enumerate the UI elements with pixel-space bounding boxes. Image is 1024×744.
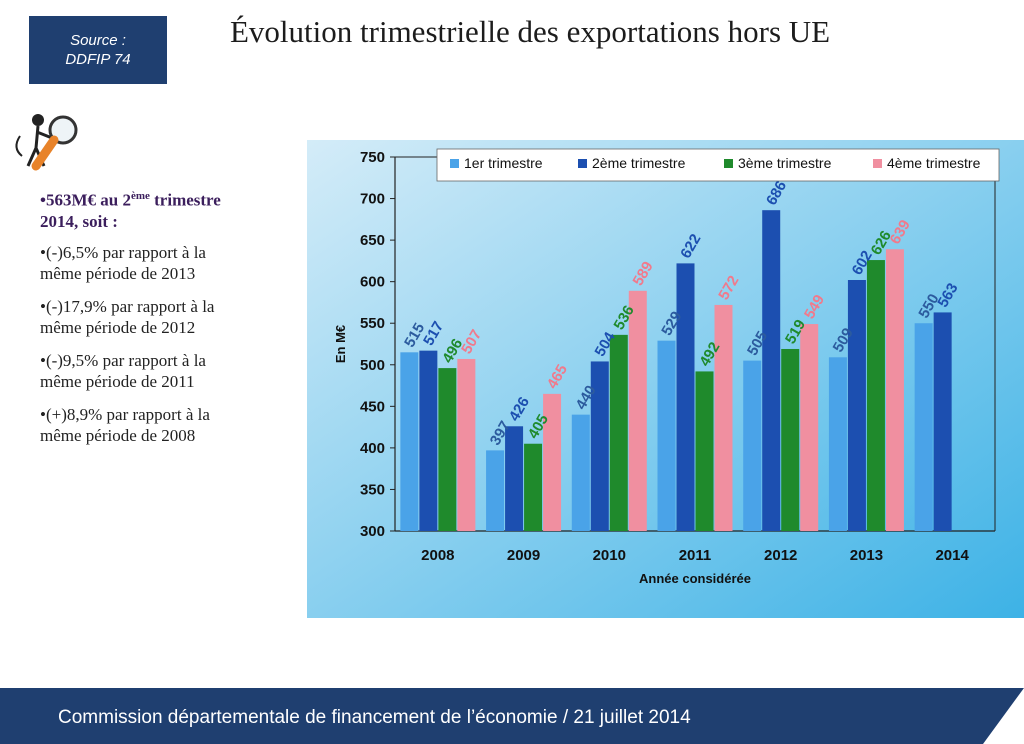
summary-item-2013: •(-)6,5% par rapport à la même période d… — [40, 242, 206, 283]
x-tick-label: 2009 — [507, 547, 540, 564]
legend-label: 1er trimestre — [464, 155, 543, 171]
bar — [781, 348, 800, 531]
bar — [628, 290, 647, 531]
source-value: DDFIP 74 — [65, 51, 131, 68]
bar — [800, 324, 819, 531]
x-tick-label: 2010 — [593, 547, 626, 564]
bar — [609, 334, 628, 531]
x-tick-label: 2008 — [421, 547, 454, 564]
bar — [866, 260, 885, 531]
footer-text: Commission départementale de financement… — [58, 707, 691, 728]
legend-box — [436, 148, 1000, 182]
bar — [590, 361, 609, 531]
x-tick-label: 2012 — [764, 547, 797, 564]
x-tick-label: 2011 — [679, 547, 712, 564]
legend-swatch — [724, 159, 733, 168]
y-tick-label: 500 — [360, 357, 385, 374]
bar — [505, 426, 524, 531]
legend-swatch — [578, 159, 587, 168]
bar — [657, 340, 676, 531]
legend-label: 2ème trimestre — [592, 155, 686, 171]
footer-bar: Commission départementale de financement… — [0, 688, 983, 744]
y-axis-title: En M€ — [333, 325, 348, 363]
page-title: Évolution trimestrielle des exportations… — [230, 14, 831, 49]
bar — [828, 357, 847, 531]
legend-label: 4ème trimestre — [887, 155, 981, 171]
summary-item-2008: •(+)8,9% par rapport à la même période d… — [40, 404, 210, 445]
bar — [571, 414, 590, 531]
y-tick-label: 350 — [360, 481, 385, 498]
source-label: Source : — [70, 32, 126, 49]
bar — [933, 312, 952, 531]
bar — [714, 304, 733, 531]
bar — [695, 371, 714, 531]
y-tick-label: 600 — [360, 274, 385, 291]
legend-label: 3ème trimestre — [738, 155, 832, 171]
y-tick-label: 400 — [360, 440, 385, 457]
chart-svg: 300 350 400 450 500 550 600 650 700 750 En M€ 2008 2… — [307, 140, 1024, 618]
y-tick-label: 550 — [360, 315, 385, 332]
bar — [419, 350, 438, 531]
x-axis-title: Année considérée — [639, 571, 751, 586]
y-tick-label: 700 — [360, 191, 385, 208]
bar — [543, 393, 562, 531]
bar — [847, 280, 866, 531]
legend-swatch — [450, 159, 459, 168]
bar — [914, 323, 933, 531]
summary-item-2012: •(-)17,9% par rapport à la même période … — [40, 296, 215, 337]
bar — [524, 443, 543, 531]
summary-item-2011: •(-)9,5% par rapport à la même période d… — [40, 350, 206, 391]
bar — [885, 249, 904, 531]
y-tick-label: 750 — [360, 149, 385, 166]
y-tick-label: 300 — [360, 523, 385, 540]
x-tick-label: 2014 — [935, 547, 969, 564]
magnifier-figure-icon — [15, 114, 78, 171]
bar — [486, 450, 505, 531]
bar — [438, 368, 457, 531]
y-tick-label: 450 — [360, 398, 385, 415]
summary-panel: •563M€ au 2ème trimestre 2014, soit : •(… — [40, 186, 225, 458]
source-box: Source : DDFIP 74 — [29, 16, 167, 84]
bar — [400, 352, 419, 531]
bar — [676, 263, 695, 531]
exports-chart: 300 350 400 450 500 550 600 650 700 750 En M€ 2008 2… — [307, 140, 1024, 618]
footer-tab — [983, 688, 1024, 744]
bar — [743, 360, 762, 531]
x-tick-label: 2013 — [850, 547, 883, 564]
bar — [762, 210, 781, 531]
summary-headline: •563M€ au 2ème trimestre 2014, soit : — [40, 190, 221, 231]
y-tick-label: 650 — [360, 232, 385, 249]
bar — [457, 358, 476, 531]
legend-swatch — [873, 159, 882, 168]
